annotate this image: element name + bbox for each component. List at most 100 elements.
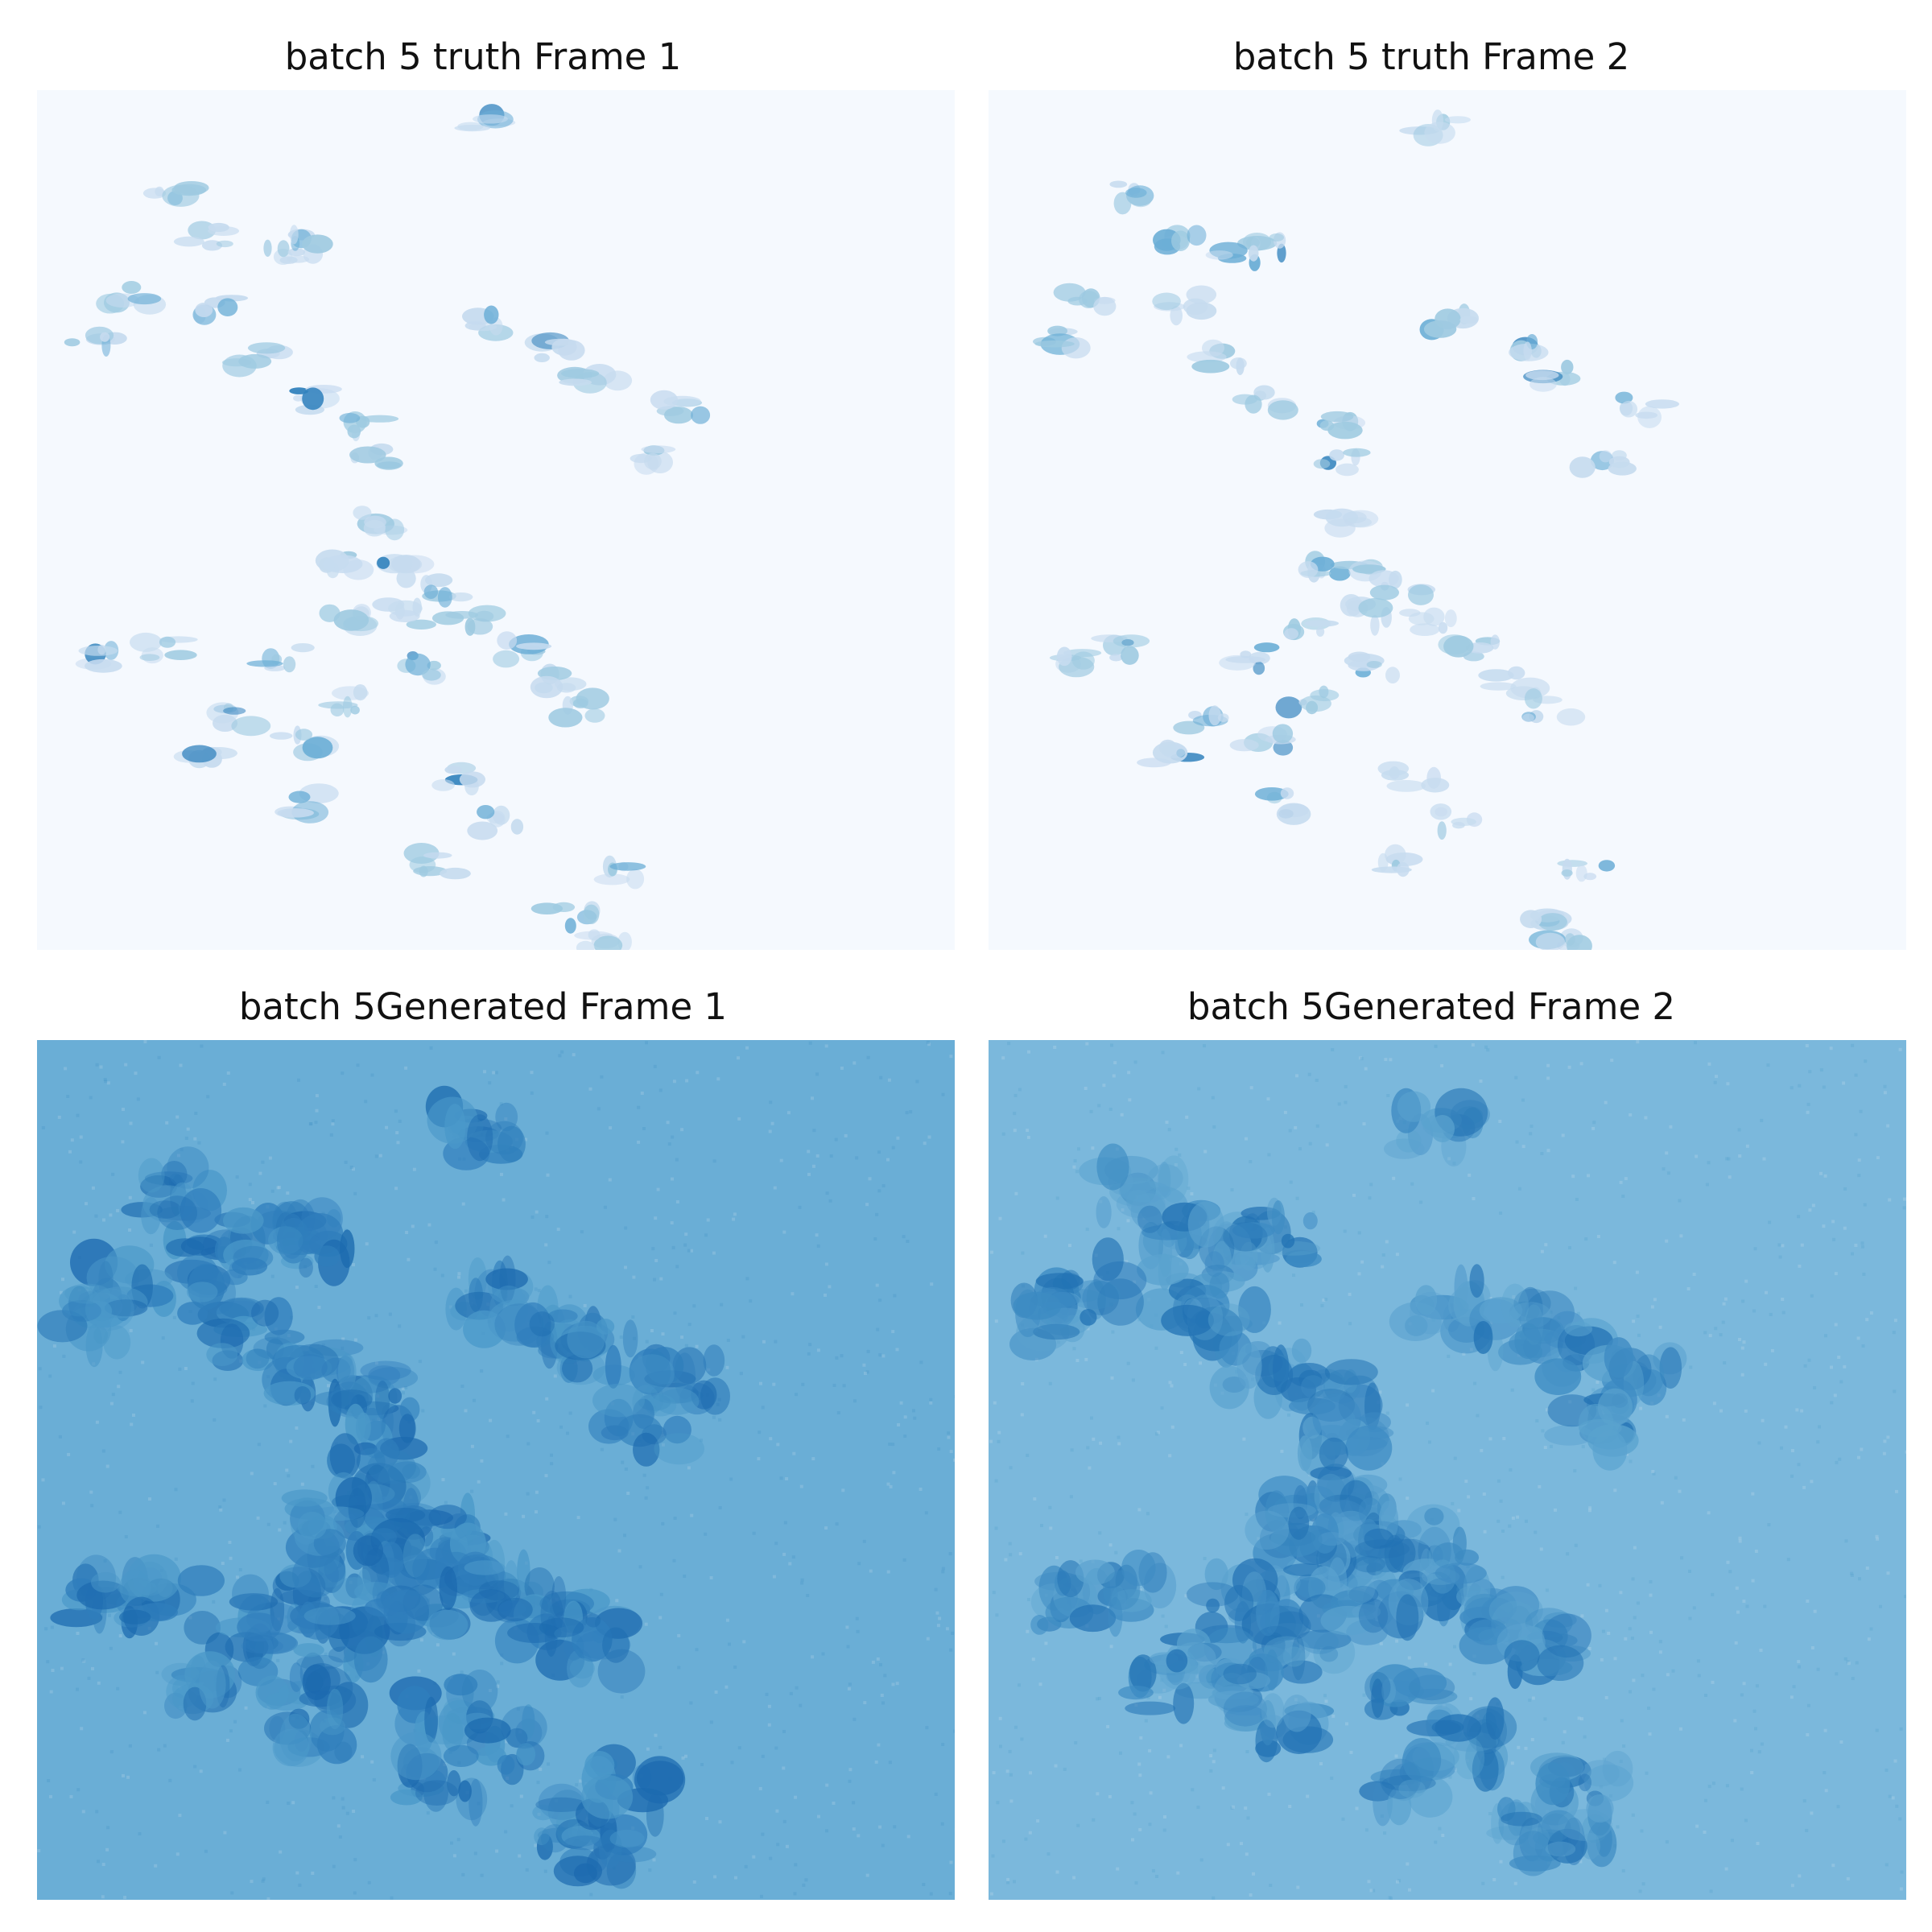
noise-speck (276, 1186, 280, 1190)
noise-speck (767, 1704, 771, 1708)
noise-speck (1343, 1229, 1347, 1233)
noise-speck (248, 1183, 252, 1187)
feature-blob (654, 1433, 704, 1465)
noise-speck (579, 1779, 583, 1783)
noise-speck (122, 1108, 125, 1112)
feature-blob (277, 240, 290, 258)
heatmap-canvas (989, 1040, 1906, 1900)
noise-speck (1781, 1298, 1785, 1301)
noise-speck (495, 1849, 499, 1853)
noise-speck (534, 1843, 538, 1847)
noise-speck (794, 1863, 798, 1867)
noise-speck (881, 1701, 885, 1705)
feature-blob (405, 653, 431, 676)
feature-blob (454, 125, 490, 132)
feature-blob (585, 1613, 601, 1628)
noise-speck (106, 1826, 110, 1830)
feature-blob (1242, 233, 1272, 251)
feature-blob (332, 1577, 377, 1606)
noise-speck (411, 1224, 415, 1228)
noise-speck (875, 1283, 879, 1287)
feature-blob (1402, 1738, 1442, 1782)
noise-speck (1479, 1080, 1483, 1083)
noise-speck (1117, 1227, 1121, 1231)
feature-blob (246, 660, 283, 667)
noise-speck (1298, 1147, 1302, 1151)
noise-speck (1029, 1771, 1032, 1775)
feature-blob (634, 1756, 686, 1804)
feature-blob (1453, 1736, 1485, 1780)
feature-blob (415, 1780, 459, 1806)
noise-speck (1496, 1479, 1501, 1483)
noise-speck (1288, 1129, 1292, 1133)
feature-blob (353, 506, 372, 520)
feature-blob (437, 587, 452, 608)
noise-speck (1857, 1174, 1861, 1178)
title-truth-frame-1: batch 5 truth Frame 1 (284, 35, 682, 78)
noise-speck (690, 1249, 693, 1253)
feature-blob (1561, 869, 1573, 877)
feature-blob (440, 867, 471, 880)
feature-blob (1267, 400, 1298, 420)
feature-blob (1473, 1321, 1493, 1354)
noise-speck (816, 1348, 820, 1352)
noise-speck (172, 1315, 176, 1319)
noise-speck (190, 1399, 194, 1403)
feature-blob (1381, 770, 1410, 781)
noise-speck (1808, 1208, 1812, 1212)
noise-speck (1805, 1044, 1809, 1047)
feature-blob (323, 555, 363, 573)
noise-speck (1726, 1082, 1730, 1086)
noise-speck (1323, 1694, 1327, 1698)
noise-speck (341, 1071, 345, 1075)
noise-speck (1844, 1539, 1848, 1543)
feature-blob (540, 1824, 570, 1853)
noise-speck (671, 1135, 675, 1139)
noise-speck (76, 1113, 80, 1117)
feature-blob (1187, 225, 1207, 246)
feature-blob (1435, 807, 1447, 817)
noise-speck (59, 1290, 63, 1294)
noise-speck (194, 1112, 198, 1115)
noise-speck (1712, 1402, 1716, 1406)
feature-blob (221, 1298, 261, 1319)
noise-speck (1472, 1672, 1476, 1676)
feature-blob (91, 1571, 121, 1593)
noise-speck (1744, 1818, 1748, 1823)
noise-speck (807, 1172, 811, 1176)
noise-speck (1126, 1361, 1130, 1365)
noise-speck (1529, 1132, 1533, 1136)
noise-speck (136, 1097, 140, 1101)
noise-speck (516, 1707, 520, 1711)
noise-speck (690, 1513, 694, 1517)
noise-speck (929, 1892, 933, 1896)
noise-speck (1753, 1247, 1757, 1251)
noise-speck (947, 1435, 951, 1439)
noise-speck (111, 1393, 115, 1397)
feature-blob (186, 1282, 218, 1302)
noise-speck (650, 1329, 654, 1332)
noise-speck (1567, 1065, 1571, 1069)
noise-speck (1158, 1695, 1162, 1699)
noise-speck (1488, 1297, 1492, 1300)
noise-speck (460, 1385, 464, 1388)
noise-speck (1610, 1059, 1614, 1063)
noise-speck (1876, 1156, 1880, 1160)
noise-speck (1857, 1158, 1861, 1162)
noise-speck (877, 1189, 881, 1193)
noise-speck (1847, 1662, 1851, 1666)
feature-blob (363, 519, 386, 537)
noise-speck (862, 1539, 866, 1543)
noise-speck (1604, 1608, 1608, 1612)
noise-speck (745, 1277, 749, 1281)
noise-speck (1521, 1098, 1525, 1102)
noise-speck (1686, 1287, 1690, 1290)
noise-speck (1226, 1843, 1230, 1847)
feature-blob (206, 1343, 238, 1366)
noise-speck (1875, 1728, 1879, 1732)
noise-speck (1091, 1146, 1095, 1150)
noise-speck (1648, 1732, 1652, 1736)
noise-speck (876, 1327, 880, 1331)
noise-speck (712, 1251, 716, 1255)
noise-speck (759, 1381, 762, 1385)
